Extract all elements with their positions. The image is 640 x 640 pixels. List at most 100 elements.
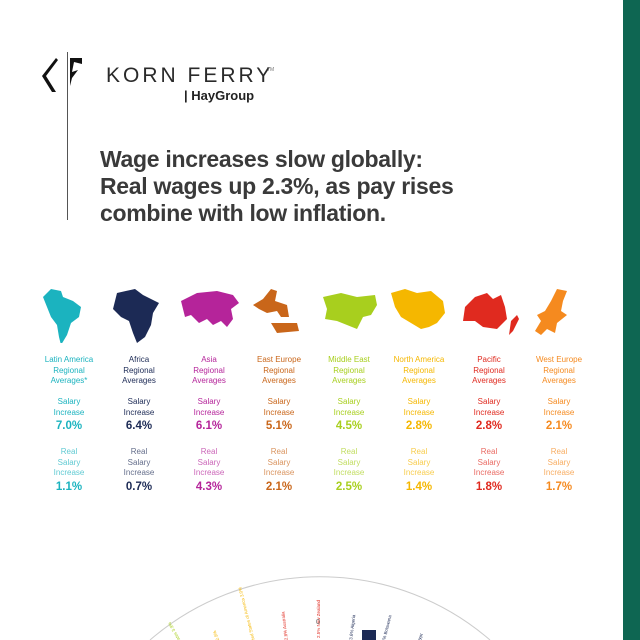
region-name-line: Averages xyxy=(192,376,226,385)
real-salary-increase-value: 2.1% xyxy=(265,481,293,493)
region-card: Middle East Regional Averages Salary Inc… xyxy=(314,285,384,493)
region-name-line: Averages xyxy=(472,376,506,385)
radial-country-label: 2.5% New Zealand xyxy=(316,599,321,638)
logo-divider-line xyxy=(67,52,68,220)
label-line: Real xyxy=(550,447,568,456)
label-line: Increase xyxy=(193,468,225,477)
real-salary-increase-value: 1.8% xyxy=(475,481,503,493)
region-name-line: Regional xyxy=(193,365,225,375)
region-name: Africa Regional Averages xyxy=(104,355,174,389)
label-line: Real xyxy=(130,447,148,456)
region-name-line: Pacific xyxy=(477,355,501,364)
real-salary-increase-label: Real Salary Increase xyxy=(244,447,314,480)
label-line: Increase xyxy=(333,407,365,417)
real-salary-increase-value: 1.1% xyxy=(55,481,83,493)
region-name-line: Regional xyxy=(53,365,85,375)
salary-increase-value: 2.8% xyxy=(475,420,503,432)
region-card: East Europe Regional Averages Salary Inc… xyxy=(244,285,314,493)
radial-axis-zero-label: 0 xyxy=(316,619,320,626)
east-europe-map-icon xyxy=(244,285,314,345)
salary-increase-value: 2.1% xyxy=(545,420,573,432)
radial-country-label: 3.6% Algeria xyxy=(348,614,356,640)
label-line: Increase xyxy=(403,407,435,417)
region-name: Pacific Regional Averages xyxy=(454,355,524,389)
region-name-line: Averages xyxy=(122,376,156,385)
radial-country-label: Canada 2.9% xyxy=(212,630,227,640)
region-name-line: Regional xyxy=(403,365,435,375)
real-salary-increase-value: 0.7% xyxy=(125,481,153,493)
label-line: Increase xyxy=(123,407,155,417)
label-line: Real xyxy=(340,447,358,456)
region-name-line: Africa xyxy=(128,355,150,364)
region-card: Pacific Regional Averages Salary Increas… xyxy=(454,285,524,493)
region-card: North America Regional Averages Salary I… xyxy=(384,285,454,493)
sub-brand: | HayGroup xyxy=(184,88,255,103)
real-salary-increase-label: Real Salary Increase xyxy=(104,447,174,480)
salary-increase-label: Salary Increase xyxy=(34,397,104,419)
radial-country-label: 5.4% Botswana xyxy=(380,614,393,640)
trademark: TM xyxy=(267,67,275,73)
real-salary-increase-label: Real Salary Increase xyxy=(174,447,244,480)
radial-country-label: 9.8% Egypt xyxy=(411,632,424,640)
headline-line: Wage increases slow globally: xyxy=(100,146,423,172)
label-line: Increase xyxy=(53,468,85,477)
region-name: Middle East Regional Averages xyxy=(314,355,384,389)
label-line: Salary xyxy=(197,457,221,467)
radial-country-label: 2.8% Australia xyxy=(280,611,289,640)
region-name-line: East Europe xyxy=(256,355,302,364)
label-line: Salary xyxy=(407,397,431,406)
region-name-line: West Europe xyxy=(535,355,583,364)
region-name-line: Regional xyxy=(473,365,505,375)
label-line: Increase xyxy=(543,407,575,417)
label-line: Salary xyxy=(57,397,81,406)
label-line: Real xyxy=(200,447,218,456)
real-salary-increase-label: Real Salary Increase xyxy=(384,447,454,480)
salary-increase-label: Salary Increase xyxy=(384,397,454,419)
label-line: Increase xyxy=(123,468,155,477)
label-line: Salary xyxy=(337,397,361,406)
west-europe-map-icon xyxy=(524,285,594,345)
salary-increase-label: Salary Increase xyxy=(244,397,314,419)
salary-increase-value: 4.5% xyxy=(335,420,363,432)
label-line: Salary xyxy=(267,457,291,467)
salary-increase-label: Salary Increase xyxy=(314,397,384,419)
label-line: Increase xyxy=(263,468,295,477)
salary-increase-label: Salary Increase xyxy=(104,397,174,419)
region-name-line: Regional xyxy=(543,365,575,375)
label-line: Real xyxy=(270,447,288,456)
label-line: Increase xyxy=(473,468,505,477)
region-name-line: Regional xyxy=(263,365,295,375)
label-line: Real xyxy=(60,447,78,456)
real-salary-increase-value: 4.3% xyxy=(195,481,223,493)
label-line: Increase xyxy=(543,468,575,477)
salary-increase-value: 2.8% xyxy=(405,420,433,432)
label-line: Salary xyxy=(127,397,151,406)
region-card: Latin America Regional Averages* Salary … xyxy=(34,285,104,493)
region-name-line: Averages xyxy=(262,376,296,385)
region-name-line: Regional xyxy=(123,365,155,375)
region-list: Latin America Regional Averages* Salary … xyxy=(34,285,594,493)
brand-name: KORN FERRY xyxy=(106,64,274,87)
headline-line: Real wages up 2.3%, as pay rises xyxy=(100,173,454,199)
asia-map-icon xyxy=(174,285,244,345)
korn-ferry-logo-icon xyxy=(42,58,82,92)
region-name-line: Averages xyxy=(542,376,576,385)
region-name-line: Regional xyxy=(333,365,365,375)
label-line: Increase xyxy=(403,468,435,477)
north-america-map-icon xyxy=(384,285,454,345)
label-line: Increase xyxy=(333,468,365,477)
region-name-line: Averages* xyxy=(50,376,88,385)
region-name-line: Averages xyxy=(332,376,366,385)
label-line: Increase xyxy=(53,407,85,417)
label-line: Salary xyxy=(477,457,501,467)
salary-increase-value: 6.4% xyxy=(125,420,153,432)
salary-increase-label: Salary Increase xyxy=(454,397,524,419)
label-line: Increase xyxy=(473,407,505,417)
salary-increase-value: 6.1% xyxy=(195,420,223,432)
radial-country-label: United States of America 3.0% xyxy=(237,586,257,640)
real-salary-increase-value: 1.7% xyxy=(545,481,573,493)
label-line: Salary xyxy=(337,457,361,467)
real-salary-increase-value: 2.5% xyxy=(335,481,363,493)
region-card: West Europe Regional Averages Salary Inc… xyxy=(524,285,594,493)
region-card: Africa Regional Averages Salary Increase… xyxy=(104,285,174,493)
